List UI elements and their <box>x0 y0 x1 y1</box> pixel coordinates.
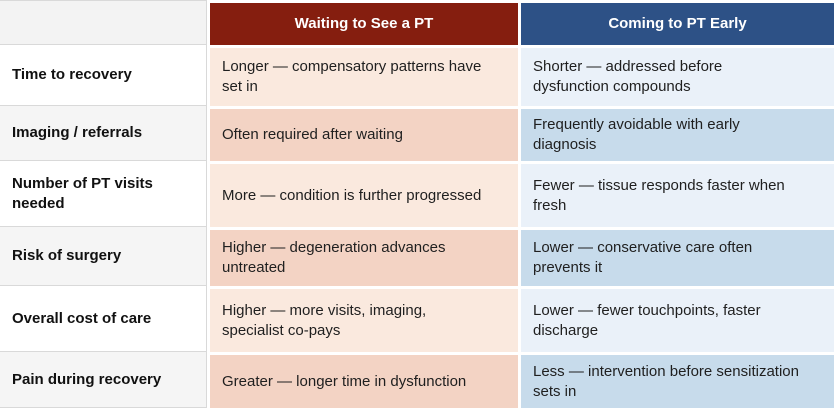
waiting-cell-risk-of-surgery: Higher — degeneration advances untreated <box>207 227 518 286</box>
row-label-overall-cost: Overall cost of care <box>0 286 207 352</box>
row-label-number-of-visits: Number of PT visits needed <box>0 161 207 227</box>
early-cell-overall-cost: Lower — fewer touchpoints, faster discha… <box>518 286 834 352</box>
corner-cell <box>0 0 207 45</box>
waiting-cell-overall-cost: Higher — more visits, imaging, specialis… <box>207 286 518 352</box>
early-cell-risk-of-surgery: Lower — conservative care often prevents… <box>518 227 834 286</box>
waiting-cell-time-to-recovery: Longer — compensatory patterns have set … <box>207 45 518 106</box>
waiting-cell-imaging-referrals: Often required after waiting <box>207 106 518 161</box>
row-label-pain-during-recovery: Pain during recovery <box>0 352 207 408</box>
early-cell-number-of-visits: Fewer — tissue responds faster when fres… <box>518 161 834 227</box>
column-header-waiting: Waiting to See a PT <box>207 0 518 45</box>
waiting-cell-pain-during-recovery: Greater — longer time in dysfunction <box>207 352 518 408</box>
row-label-imaging-referrals: Imaging / referrals <box>0 106 207 161</box>
early-cell-pain-during-recovery: Less — intervention before sensitization… <box>518 352 834 408</box>
early-cell-imaging-referrals: Frequently avoidable with early diagnosi… <box>518 106 834 161</box>
column-header-early: Coming to PT Early <box>518 0 834 45</box>
row-label-risk-of-surgery: Risk of surgery <box>0 227 207 286</box>
waiting-cell-number-of-visits: More — condition is further progressed <box>207 161 518 227</box>
early-cell-time-to-recovery: Shorter — addressed before dysfunction c… <box>518 45 834 106</box>
row-label-time-to-recovery: Time to recovery <box>0 45 207 106</box>
